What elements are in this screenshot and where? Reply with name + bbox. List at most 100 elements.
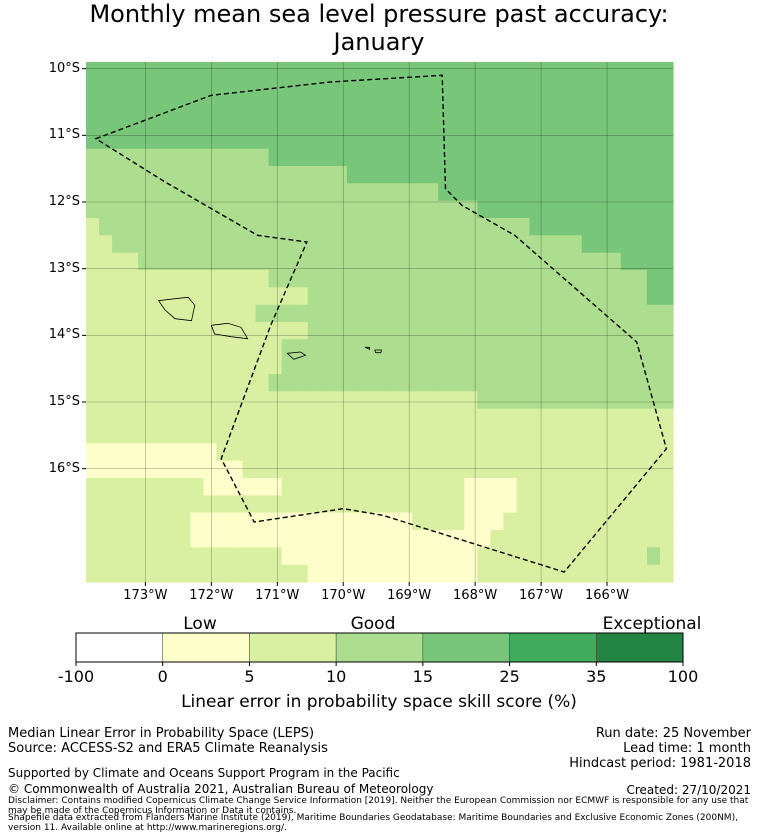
skill-cell: [568, 252, 583, 271]
skill-cell: [594, 322, 609, 340]
skill-cell: [255, 443, 270, 462]
skill-cell: [490, 564, 505, 583]
skill-cell: [542, 374, 557, 392]
skill-cell: [268, 114, 283, 132]
skill-cell: [320, 460, 335, 479]
skill-cell: [620, 252, 635, 271]
skill-cell: [607, 495, 622, 514]
skill-cell: [386, 339, 400, 358]
skill-cell: [659, 148, 674, 167]
colorbar-tick-label: 10: [325, 667, 347, 686]
skill-cell: [86, 391, 100, 410]
skill-cell: [659, 564, 674, 583]
skill-cell: [151, 443, 165, 462]
skill-cell: [477, 287, 491, 306]
skill-cell: [659, 339, 674, 358]
skill-cell: [425, 114, 439, 132]
skill-cell: [516, 148, 531, 167]
skill-cell: [412, 79, 426, 98]
skill-cell: [372, 512, 387, 531]
skill-cell: [333, 564, 348, 583]
skill-cell: [412, 374, 426, 392]
skill-cell: [633, 356, 648, 375]
skill-cell: [203, 218, 218, 236]
skill-cell: [255, 356, 270, 375]
skill-cell: [451, 356, 465, 375]
skill-cell: [268, 200, 283, 219]
skill-cell: [529, 235, 544, 254]
skill-cell: [203, 79, 218, 98]
skill-cell: [607, 408, 622, 427]
skill-cell: [177, 391, 191, 410]
skill-cell: [86, 460, 100, 479]
skill-cell: [490, 114, 505, 132]
skill-cell: [412, 114, 426, 132]
skill-cell: [125, 478, 139, 496]
skill-cell: [620, 339, 635, 358]
skill-cell: [490, 218, 505, 236]
skill-cell: [581, 183, 596, 202]
skill-cell: [164, 495, 178, 514]
skill-cell: [542, 339, 557, 358]
skill-cell: [399, 443, 413, 462]
footer-supported: Supported by Climate and Oceans Support …: [8, 766, 400, 780]
skill-cell: [346, 79, 361, 98]
skill-cell: [307, 218, 322, 236]
skill-cell: [438, 235, 452, 254]
skill-cell: [581, 426, 596, 444]
skill-cell: [646, 62, 661, 80]
skill-cell: [138, 270, 152, 288]
skill-cell: [99, 183, 113, 202]
skill-cell: [177, 512, 191, 531]
skill-cell: [203, 478, 218, 496]
skill-cell: [99, 148, 113, 167]
skill-cell: [477, 218, 491, 236]
skill-cell: [568, 547, 583, 566]
skill-cell: [451, 564, 465, 583]
skill-cell: [320, 114, 335, 132]
skill-cell: [425, 148, 439, 167]
skill-cell: [568, 304, 583, 323]
skill-cell: [320, 512, 335, 531]
skill-cell: [151, 530, 165, 548]
skill-cell: [294, 148, 309, 167]
skill-cell: [177, 408, 191, 427]
skill-cell: [399, 356, 413, 375]
skill-cell: [177, 547, 191, 566]
skill-cell: [255, 270, 270, 288]
skill-cell: [464, 200, 478, 219]
skill-cell: [307, 114, 322, 132]
skill-cell: [203, 183, 218, 202]
skill-cell: [607, 512, 622, 531]
skill-cell: [112, 148, 126, 167]
skill-cell: [659, 478, 674, 496]
skill-cell: [451, 495, 465, 514]
skill-cell: [268, 391, 283, 410]
skill-cell: [320, 530, 335, 548]
skill-cell: [620, 547, 635, 566]
skill-cell: [177, 62, 191, 80]
skill-cell: [542, 96, 557, 115]
skill-cell: [216, 512, 231, 531]
skill-cell: [412, 478, 426, 496]
skill-cell: [242, 166, 257, 184]
skill-cell: [86, 218, 100, 236]
skill-cell: [151, 252, 165, 271]
skill-cell: [242, 270, 257, 288]
skill-cell: [516, 391, 531, 410]
skill-cell: [294, 356, 309, 375]
skill-cell: [633, 183, 648, 202]
skill-cell: [607, 304, 622, 323]
skill-cell: [633, 200, 648, 219]
skill-cell: [320, 96, 335, 115]
skill-cell: [112, 530, 126, 548]
skill-cell: [346, 96, 361, 115]
skill-cell: [151, 114, 165, 132]
eez-boundary: [94, 74, 668, 573]
skill-cell: [203, 356, 218, 375]
skill-cell: [125, 512, 139, 531]
skill-cell: [255, 131, 270, 150]
skill-cell: [255, 218, 270, 236]
skill-cell: [503, 391, 518, 410]
skill-cell: [346, 183, 361, 202]
